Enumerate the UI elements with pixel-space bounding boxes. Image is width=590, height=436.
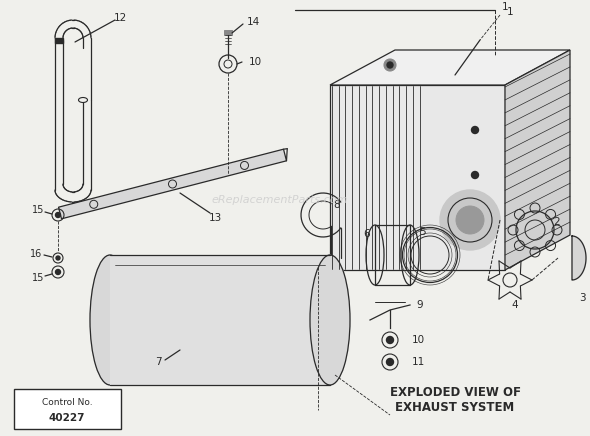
Bar [110, 255, 330, 385]
Circle shape [384, 59, 396, 71]
Polygon shape [330, 50, 570, 85]
Text: 8: 8 [334, 200, 340, 210]
Text: 15: 15 [32, 205, 44, 215]
Ellipse shape [90, 255, 130, 385]
Text: 16: 16 [30, 249, 42, 259]
Circle shape [471, 171, 478, 178]
Polygon shape [505, 50, 570, 270]
Polygon shape [58, 149, 287, 219]
Circle shape [55, 269, 61, 275]
Text: 12: 12 [113, 13, 127, 23]
Ellipse shape [310, 255, 350, 385]
Text: 10: 10 [411, 335, 425, 345]
Text: 40227: 40227 [49, 413, 85, 423]
Text: 6: 6 [363, 229, 371, 239]
Circle shape [386, 337, 394, 344]
Circle shape [471, 126, 478, 133]
Bar [330, 85, 505, 270]
Text: 4: 4 [512, 300, 518, 310]
Text: 15: 15 [32, 273, 44, 283]
Circle shape [386, 358, 394, 365]
Circle shape [440, 190, 500, 250]
Text: 13: 13 [208, 213, 222, 223]
Text: 3: 3 [579, 293, 585, 303]
Text: 11: 11 [411, 357, 425, 367]
Text: 1: 1 [502, 2, 509, 12]
Text: 7: 7 [155, 357, 161, 367]
Text: 10: 10 [248, 57, 261, 67]
Text: 9: 9 [417, 300, 423, 310]
Text: 14: 14 [247, 17, 260, 27]
FancyBboxPatch shape [14, 389, 121, 429]
Text: Control No.: Control No. [42, 398, 92, 406]
Text: 1: 1 [507, 7, 513, 17]
Bar [224, 30, 232, 35]
Polygon shape [55, 38, 63, 43]
Circle shape [55, 212, 61, 218]
Text: EXPLODED VIEW OF
EXHAUST SYSTEM: EXPLODED VIEW OF EXHAUST SYSTEM [389, 386, 520, 414]
Circle shape [387, 62, 393, 68]
Text: eReplacementParts.com: eReplacementParts.com [212, 195, 348, 205]
Text: 5: 5 [419, 227, 425, 237]
Circle shape [56, 256, 60, 260]
Text: 2: 2 [553, 217, 560, 227]
Circle shape [456, 206, 484, 234]
Polygon shape [572, 236, 586, 280]
